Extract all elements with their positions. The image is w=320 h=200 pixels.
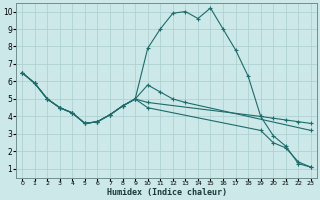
- X-axis label: Humidex (Indice chaleur): Humidex (Indice chaleur): [107, 188, 227, 197]
